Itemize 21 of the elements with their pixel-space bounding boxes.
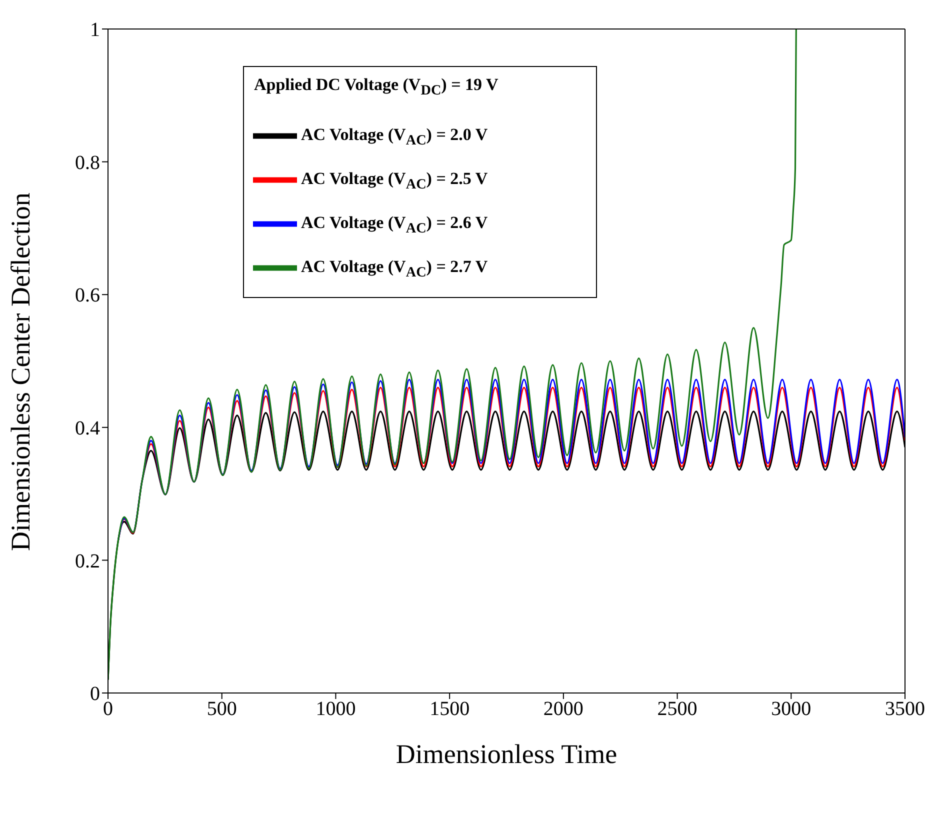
x-tick-label: 3500 <box>885 698 925 720</box>
x-tick-label: 1000 <box>316 698 356 720</box>
legend-label: AC Voltage (V$_{AC}$) = 2.5 V <box>301 168 488 192</box>
y-tick-label: 0.2 <box>75 550 100 572</box>
legend-label: AC Voltage (V$_{AC}$) = 2.6 V <box>301 212 488 236</box>
x-tick-label: 1500 <box>430 698 470 720</box>
x-axis-title: Dimensionless Time <box>396 739 618 769</box>
legend-label: AC Voltage (V$_{AC}$) = 2.7 V <box>301 256 488 280</box>
x-tick-label: 2500 <box>657 698 698 720</box>
x-tick-label: 500 <box>206 698 237 720</box>
x-tick-label: 2000 <box>543 698 584 720</box>
x-tick-label: 3000 <box>771 698 812 720</box>
legend-label: AC Voltage (V$_{AC}$) = 2.0 V <box>301 124 488 148</box>
y-tick-label: 0.6 <box>75 284 100 307</box>
y-tick-label: 0 <box>90 683 100 706</box>
y-tick-label: 1 <box>90 19 100 42</box>
y-tick-label: 0.4 <box>75 418 100 440</box>
line-series <box>108 29 797 681</box>
legend-title: Applied DC Voltage (V$_{DC}$) = 19 V <box>254 75 500 100</box>
y-axis-title: Dimensionless Center Deflection <box>6 192 36 551</box>
y-tick-label: 0.8 <box>75 152 100 174</box>
